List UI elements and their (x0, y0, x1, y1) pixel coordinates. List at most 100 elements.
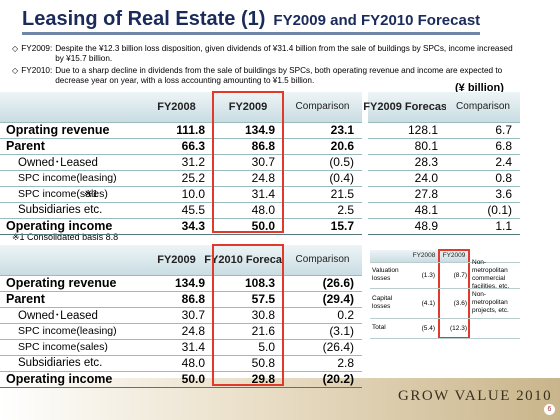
note-marker: ※1 (84, 188, 98, 200)
row-line (0, 154, 362, 155)
row-line (0, 387, 362, 388)
value: 2.5 (337, 203, 354, 217)
value: (3.6) (453, 299, 467, 307)
value: 24.8 (251, 171, 275, 185)
value: 108.3 (244, 276, 275, 290)
row-label: Capital losses (372, 295, 393, 310)
value: 45.5 (181, 203, 205, 217)
row-line (368, 234, 520, 235)
value: 2.4 (495, 155, 512, 169)
value: (1.3) (421, 271, 435, 279)
value: 28.3 (414, 155, 438, 169)
column-header: FY2009 (140, 245, 213, 275)
value: (4.1) (421, 299, 435, 307)
row-label: Operating revenue (6, 276, 117, 290)
row-label: Oprating revenue (6, 123, 110, 137)
value: 31.4 (251, 187, 275, 201)
bullet-label: FY2009: (21, 44, 53, 53)
column-header: FY2009 (438, 250, 470, 262)
column-header: FY2010 Forecast (204, 245, 292, 275)
value: 3.6 (495, 187, 512, 201)
value: 23.1 (330, 123, 354, 137)
value: 86.8 (181, 292, 205, 306)
row-label: Valuation losses (372, 267, 399, 282)
value: 86.8 (251, 139, 275, 153)
value: 24.8 (181, 324, 205, 338)
row-line (0, 307, 362, 308)
value: (0.5) (329, 155, 354, 169)
value: 30.7 (181, 308, 205, 322)
value: 0.2 (337, 308, 354, 322)
title-sub: FY2009 and FY2010 Forecast (273, 12, 481, 29)
value: 5.0 (258, 340, 275, 354)
column-header: FY2008 (410, 250, 438, 262)
row-line (370, 262, 520, 263)
unit: (¥ billion) (455, 82, 504, 94)
value: (0.4) (329, 171, 354, 185)
row-line (0, 234, 362, 235)
value: 66.3 (181, 139, 205, 153)
value: 25.2 (181, 171, 205, 185)
value: (5.4) (421, 324, 435, 332)
value: 111.8 (176, 123, 205, 137)
value: 34.3 (181, 219, 205, 233)
bullet-label: FY2010: (21, 66, 53, 75)
row-label: Total (372, 324, 386, 331)
column-header: FY2009 Forecast (363, 92, 451, 122)
row-line (368, 138, 520, 139)
row-line (0, 355, 362, 356)
remark: Non-metropolitan projects, etc. (472, 291, 509, 314)
value: 50.0 (251, 219, 275, 233)
value: 6.8 (495, 139, 512, 153)
row-line (0, 202, 362, 203)
value: 0.8 (495, 171, 512, 185)
value: 134.9 (174, 276, 205, 290)
row-line (370, 318, 520, 319)
value: 1.1 (495, 219, 512, 233)
row-label: Owned･Leased (18, 310, 98, 322)
row-label: Parent (6, 292, 45, 306)
value: (26.6) (322, 276, 354, 290)
highlight (212, 91, 284, 233)
value: 50.0 (181, 372, 205, 386)
page-number: 6 (544, 404, 555, 415)
value: 48.1 (414, 203, 438, 217)
value: 21.5 (330, 187, 354, 201)
column-header: Comparison (446, 92, 520, 122)
value: (26.4) (322, 340, 354, 354)
value: 57.5 (251, 292, 275, 306)
value: 29.8 (251, 372, 275, 386)
header-blank (0, 245, 140, 275)
bullet: FY2010:Due to a sharp decline in dividen… (12, 66, 522, 86)
row-line (0, 138, 362, 139)
row-label: SPC income(sales) (18, 341, 108, 353)
row-line (368, 218, 520, 219)
bullet-text: Despite the ¥12.3 billion loss dispositi… (55, 44, 513, 63)
row-label: SPC income(sales) (18, 188, 108, 200)
value: (0.1) (487, 203, 512, 217)
row-line (0, 186, 362, 187)
column-header: Comparison (283, 245, 362, 275)
header-blank (0, 92, 140, 122)
value: 20.6 (330, 139, 354, 153)
row-line (0, 323, 362, 324)
row-line (368, 170, 520, 171)
row-line (0, 275, 362, 276)
bullet: FY2009:Despite the ¥12.3 billion loss di… (12, 44, 522, 64)
value: 50.8 (251, 356, 275, 370)
header-blank (370, 250, 410, 262)
row-line (368, 154, 520, 155)
row-label: Subsidiaries etc. (18, 204, 103, 216)
row-label: Operating income (6, 372, 113, 386)
value: 27.8 (414, 187, 438, 201)
highlight (212, 244, 284, 386)
value: 30.7 (251, 155, 275, 169)
row-line (368, 186, 520, 187)
value: 15.7 (330, 219, 354, 233)
bullet-text: Due to a sharp decline in dividends from… (55, 66, 503, 85)
row-line (0, 371, 362, 372)
remark: Non-metropolitan commercial facilities, … (472, 259, 510, 290)
column-header: FY2008 (140, 92, 213, 122)
value: 48.0 (251, 203, 275, 217)
